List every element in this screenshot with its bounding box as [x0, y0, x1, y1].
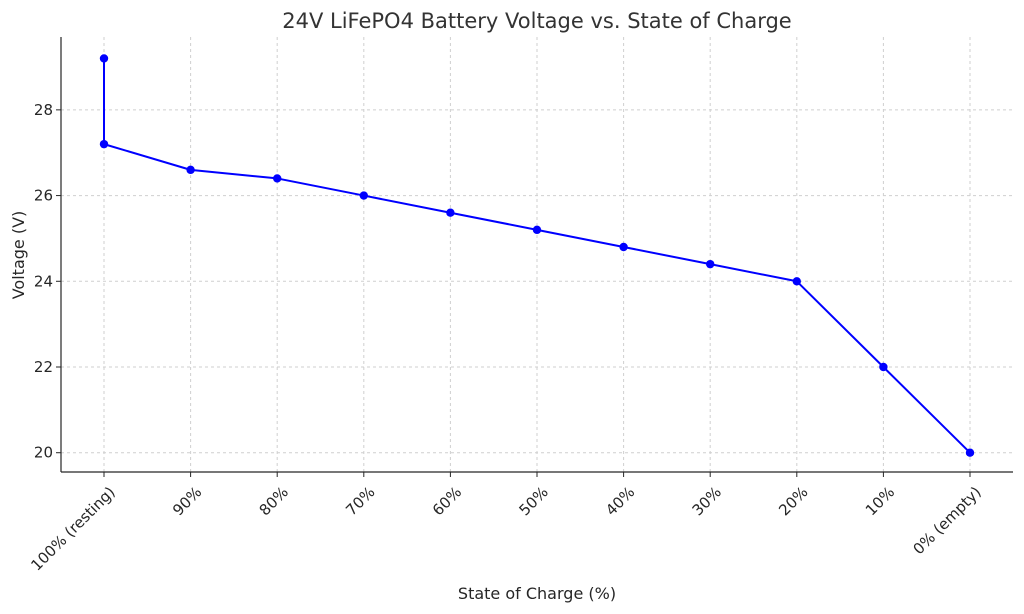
x-tick-label: 100% (resting) [27, 483, 118, 574]
data-point [532, 225, 542, 235]
y-tick-label: 28 [34, 101, 53, 119]
x-tick-label: 10% [862, 483, 898, 519]
data-point [706, 259, 715, 269]
x-tick-label: 60% [429, 483, 465, 519]
data-point [792, 277, 801, 286]
data-point [99, 139, 109, 149]
data-point [359, 191, 368, 200]
data-point [619, 242, 628, 252]
x-tick-label: 70% [342, 483, 378, 519]
x-tick-label: 20% [775, 483, 811, 519]
x-tick-label: 30% [689, 483, 725, 519]
grid [61, 37, 1013, 472]
series-voltage [99, 54, 975, 457]
chart-title: 24V LiFePO4 Battery Voltage vs. State of… [282, 9, 791, 33]
data-point [186, 165, 195, 175]
data-point [99, 54, 109, 63]
x-tick-label: 40% [602, 483, 638, 519]
data-point [879, 362, 888, 372]
y-tick-label: 22 [34, 358, 53, 376]
data-point [446, 208, 455, 217]
x-tick-label: 50% [515, 483, 551, 519]
x-tick-labels: 100% (resting) 90% 80% 70% 60% 50% 40% 30% 20% 10… [27, 483, 984, 574]
x-tick-label: 0% (empty) [910, 483, 985, 558]
series-line [103, 58, 971, 454]
x-tick-label: 90% [169, 483, 205, 519]
y-tick-label: 26 [34, 187, 53, 205]
y-tick-label: 24 [34, 272, 53, 290]
x-axis-label: State of Charge (%) [458, 584, 616, 603]
x-tick-label: 80% [256, 483, 292, 519]
y-tick-labels: 20 22 24 26 28 [34, 101, 53, 462]
y-axis-label: Voltage (V) [9, 211, 28, 300]
axes [56, 37, 1013, 477]
y-tick-label: 20 [34, 444, 53, 462]
data-point [273, 174, 282, 183]
data-point [965, 448, 975, 457]
